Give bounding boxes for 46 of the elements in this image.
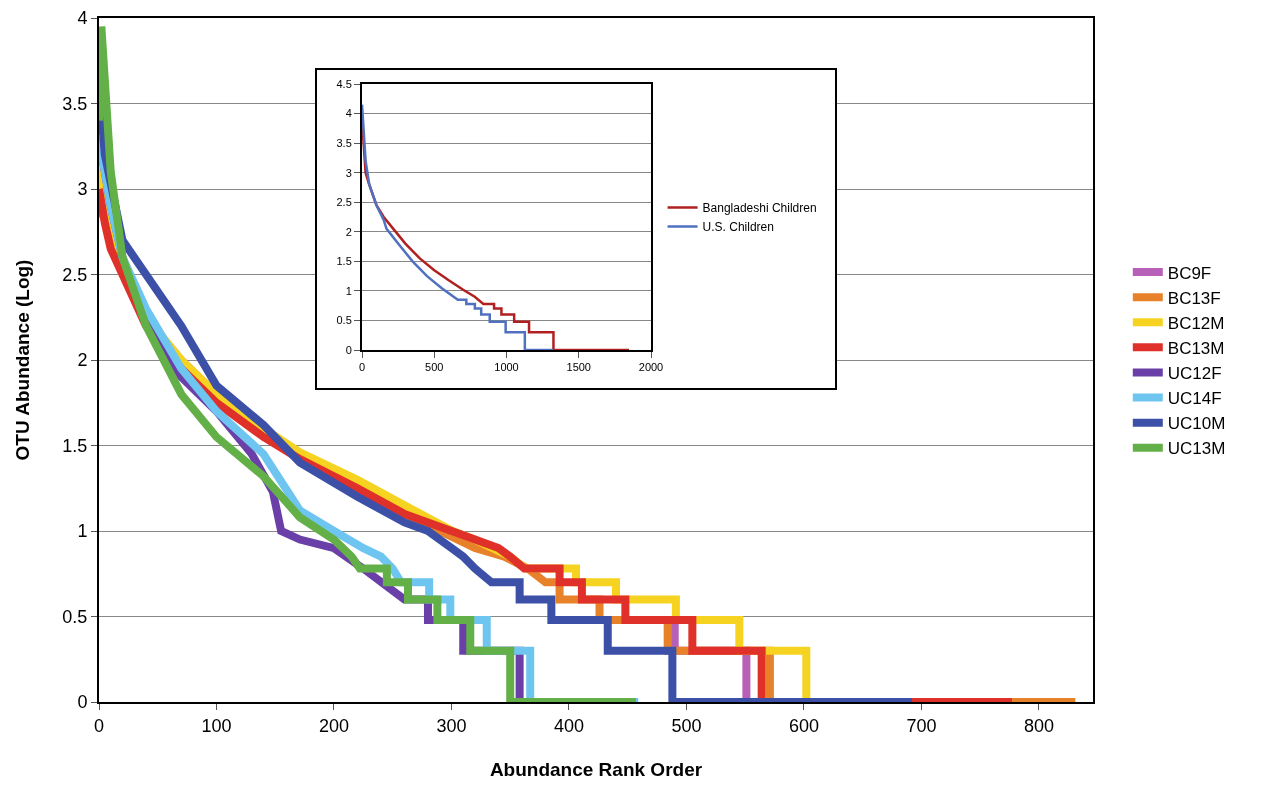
x-tick-label: 1000 [494,361,519,374]
x-tick-label: 600 [788,715,819,736]
y-tick-label: 4 [77,8,88,29]
x-tick-label: 200 [318,715,350,736]
legend-label: BC13M [1167,338,1225,358]
y-tick-label: 2 [77,350,88,371]
y-tick-label: 1 [77,521,88,542]
y-tick-label: 1.5 [336,255,352,268]
line-series [362,103,555,350]
legend-label: UC12F [1167,364,1222,384]
y-tick-label: 0 [345,343,352,356]
x-tick-label: 0 [93,715,105,736]
y-tick-label: 0.5 [336,314,352,327]
x-tick-label: 2000 [638,361,664,374]
legend-label: UC10M [1167,414,1226,434]
y-tick-label: 1 [345,284,352,297]
y-tick-label: 3.5 [62,93,88,114]
x-tick-label: 300 [436,715,467,736]
y-tick-label: 1.5 [62,435,88,456]
x-tick-label: 500 [425,361,444,374]
y-tick-label: 0.5 [62,606,88,627]
legend-label: UC14F [1167,389,1222,409]
x-axis-title: Abundance Rank Order [489,758,703,780]
y-tick-label: 3.5 [336,136,352,149]
y-tick-label: 2 [345,225,352,238]
x-tick-label: 700 [906,715,937,736]
x-tick-label: 1500 [566,361,591,374]
y-axis-title: OTU Abundance (Log) [11,259,33,461]
legend-label: BC12M [1167,313,1225,333]
y-tick-label: 3 [345,166,352,179]
legend-label: BC9F [1167,263,1212,283]
y-tick-label: 3 [77,179,88,200]
legend-label: Bangladeshi Children [702,201,817,216]
x-tick-label: 400 [553,715,584,736]
x-tick-label: 0 [358,361,366,374]
x-tick-label: 100 [201,715,232,736]
y-tick-label: 4 [345,107,352,120]
legend-label: U.S. Children [702,220,774,235]
x-tick-label: 800 [1023,715,1054,736]
legend-label: BC13F [1167,288,1221,308]
y-tick-label: 4.5 [336,77,352,90]
y-tick-label: 0 [77,692,88,713]
y-tick-label: 2.5 [62,264,88,285]
y-tick-label: 2.5 [336,196,352,209]
x-tick-label: 500 [671,715,702,736]
legend-label: UC13M [1167,439,1226,459]
